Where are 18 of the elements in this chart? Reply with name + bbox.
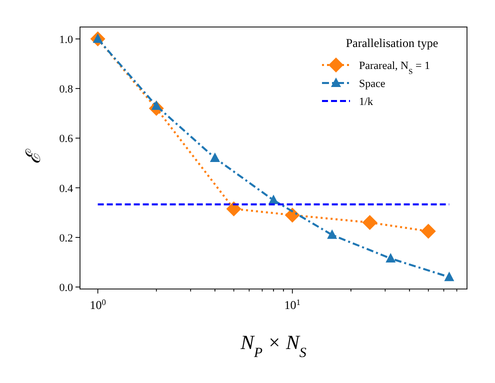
y-tick-label: 1.0 xyxy=(59,34,74,46)
x-tick-label: 10$^{0}$ xyxy=(90,298,106,312)
y-tick-label: 0.0 xyxy=(59,282,74,294)
point xyxy=(444,272,454,282)
legend-label: 1/k xyxy=(359,96,374,108)
y-tick-label: 0.8 xyxy=(59,84,74,96)
point xyxy=(210,152,220,162)
legend-title: Parallelisation type xyxy=(346,36,438,50)
y-tick-label: 0.6 xyxy=(59,133,74,146)
x-axis-title: N$_{P}$ × N$_{S}$ xyxy=(240,332,306,360)
point xyxy=(327,229,338,239)
legend-label: Parareal, N$_{S}$ = 1 xyxy=(359,60,430,76)
y-axis-title: ℰ xyxy=(23,148,45,164)
point xyxy=(386,252,396,262)
y-tick-label: 0.4 xyxy=(59,182,74,195)
x-tick-label: 10$^{1}$ xyxy=(284,298,300,312)
y-tick-label: 0.2 xyxy=(59,232,73,244)
legend-label: Space xyxy=(359,78,386,90)
